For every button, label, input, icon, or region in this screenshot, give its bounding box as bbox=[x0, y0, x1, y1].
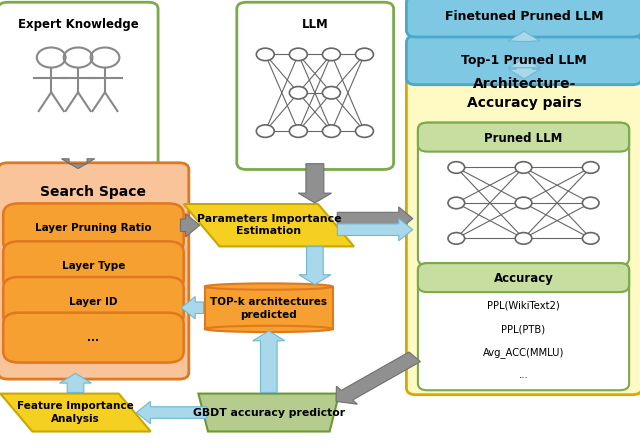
Circle shape bbox=[256, 48, 274, 61]
Polygon shape bbox=[60, 373, 92, 392]
Text: PPL(WikiText2): PPL(WikiText2) bbox=[487, 301, 560, 310]
Polygon shape bbox=[508, 68, 540, 79]
FancyBboxPatch shape bbox=[418, 263, 629, 292]
Text: LLM: LLM bbox=[301, 18, 328, 31]
Polygon shape bbox=[61, 159, 95, 169]
Polygon shape bbox=[0, 394, 151, 432]
Text: TOP-k architectures
predicted: TOP-k architectures predicted bbox=[211, 297, 327, 320]
Polygon shape bbox=[508, 31, 540, 41]
Polygon shape bbox=[337, 207, 413, 230]
Text: Finetuned Pruned LLM: Finetuned Pruned LLM bbox=[445, 10, 604, 23]
FancyBboxPatch shape bbox=[0, 2, 158, 169]
FancyBboxPatch shape bbox=[3, 277, 184, 327]
FancyBboxPatch shape bbox=[237, 2, 394, 169]
Polygon shape bbox=[299, 247, 331, 285]
Text: Pruned LLM: Pruned LLM bbox=[484, 132, 563, 145]
Text: Search Space: Search Space bbox=[40, 185, 147, 199]
Circle shape bbox=[323, 87, 340, 99]
Circle shape bbox=[356, 48, 374, 61]
FancyBboxPatch shape bbox=[0, 163, 189, 379]
Circle shape bbox=[289, 48, 307, 61]
FancyBboxPatch shape bbox=[3, 313, 184, 363]
FancyBboxPatch shape bbox=[3, 241, 184, 291]
Text: Expert Knowledge: Expert Knowledge bbox=[18, 18, 138, 31]
Text: Top-1 Pruned LLM: Top-1 Pruned LLM bbox=[461, 54, 587, 67]
Polygon shape bbox=[508, 58, 540, 68]
Circle shape bbox=[582, 197, 599, 209]
Circle shape bbox=[256, 125, 274, 137]
Circle shape bbox=[515, 197, 532, 209]
Polygon shape bbox=[205, 287, 333, 329]
Text: ...: ... bbox=[518, 370, 529, 380]
Polygon shape bbox=[181, 297, 204, 319]
Circle shape bbox=[582, 233, 599, 244]
FancyBboxPatch shape bbox=[406, 36, 640, 85]
Polygon shape bbox=[136, 401, 207, 424]
Circle shape bbox=[289, 87, 307, 99]
Polygon shape bbox=[337, 219, 413, 241]
Text: PPL(PTB): PPL(PTB) bbox=[502, 324, 545, 334]
Text: Parameters Importance
Estimation: Parameters Importance Estimation bbox=[196, 214, 341, 236]
Text: Layer ID: Layer ID bbox=[69, 297, 118, 307]
FancyBboxPatch shape bbox=[406, 62, 640, 395]
Polygon shape bbox=[336, 352, 420, 404]
Text: Layer Type: Layer Type bbox=[61, 261, 125, 271]
Circle shape bbox=[323, 48, 340, 61]
Text: Avg_ACC(MMLU): Avg_ACC(MMLU) bbox=[483, 347, 564, 358]
Circle shape bbox=[448, 197, 465, 209]
Text: Accuracy: Accuracy bbox=[493, 272, 554, 285]
Circle shape bbox=[448, 161, 465, 173]
Text: ...: ... bbox=[88, 333, 99, 343]
Text: GBDT accuracy predictor: GBDT accuracy predictor bbox=[193, 408, 345, 417]
Circle shape bbox=[448, 233, 465, 244]
Circle shape bbox=[515, 161, 532, 173]
Circle shape bbox=[323, 125, 340, 137]
Text: Architecture-
Accuracy pairs: Architecture- Accuracy pairs bbox=[467, 78, 582, 110]
Ellipse shape bbox=[205, 283, 333, 290]
Polygon shape bbox=[198, 394, 339, 432]
Circle shape bbox=[356, 125, 374, 137]
Circle shape bbox=[515, 233, 532, 244]
Polygon shape bbox=[184, 204, 354, 246]
FancyBboxPatch shape bbox=[418, 123, 629, 265]
Text: Feature Importance
Analysis: Feature Importance Analysis bbox=[17, 401, 134, 424]
Circle shape bbox=[582, 161, 599, 173]
FancyBboxPatch shape bbox=[418, 263, 629, 390]
FancyBboxPatch shape bbox=[406, 0, 640, 37]
Polygon shape bbox=[298, 164, 332, 203]
Circle shape bbox=[289, 125, 307, 137]
Text: Layer Pruning Ratio: Layer Pruning Ratio bbox=[35, 223, 152, 233]
Ellipse shape bbox=[205, 326, 333, 332]
FancyBboxPatch shape bbox=[3, 203, 184, 253]
Polygon shape bbox=[253, 331, 285, 392]
FancyBboxPatch shape bbox=[418, 123, 629, 152]
Polygon shape bbox=[180, 214, 200, 237]
